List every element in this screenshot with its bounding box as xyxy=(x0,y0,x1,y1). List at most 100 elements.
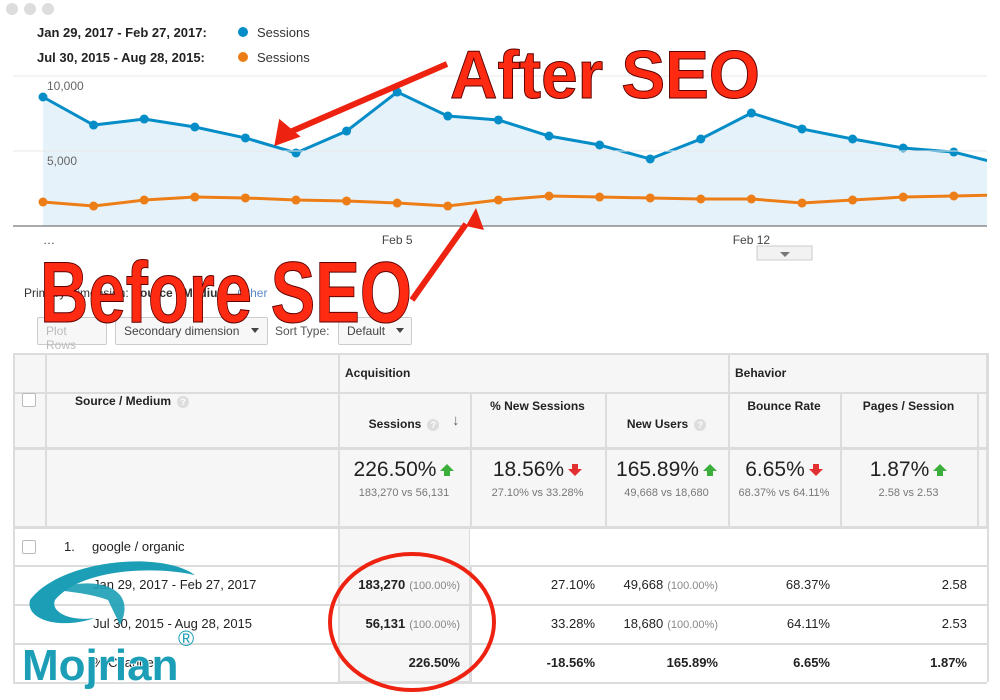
summary-number: 165.89% xyxy=(616,458,699,481)
cell: 183,270 (100.00%) xyxy=(338,577,460,592)
primary-other[interactable]: Other xyxy=(237,286,268,300)
summary-number: 1.87% xyxy=(869,458,930,481)
sort-button[interactable]: Default xyxy=(338,317,412,345)
help-icon[interactable]: ? xyxy=(694,418,707,431)
y-tick-label: 10,000 xyxy=(47,79,84,93)
data-point xyxy=(342,126,352,136)
caret xyxy=(287,292,295,297)
summary-number: 6.65% xyxy=(745,458,805,481)
data-point xyxy=(544,131,554,141)
sort-label: Sort Type: xyxy=(275,324,330,338)
column-border xyxy=(840,392,842,527)
help-icon xyxy=(24,2,36,15)
cell-value: 1.87% xyxy=(930,654,967,670)
column-header: Bounce Rate xyxy=(747,399,821,413)
sort-arrow: ↓ xyxy=(452,412,460,429)
checkbox xyxy=(22,540,36,554)
trend-down xyxy=(568,464,583,476)
data-point xyxy=(949,147,959,157)
cell: 68.37% xyxy=(728,577,830,592)
help-icon xyxy=(6,2,18,15)
summary-bg xyxy=(13,448,987,527)
data-point xyxy=(38,197,48,207)
group-header: Acquisition xyxy=(345,366,411,380)
cell-share: (100.00%) xyxy=(409,618,460,631)
row-label: google / organic xyxy=(92,539,185,554)
data-table: Acquisition Behavior Source / Medium? Sessi… xyxy=(0,0,989,684)
row-border xyxy=(13,527,987,529)
column-border xyxy=(605,392,607,527)
cell: 56,131 (100.00%) xyxy=(338,616,460,631)
subrow-label: % Change xyxy=(93,654,154,670)
trend-up xyxy=(702,464,717,476)
data-point xyxy=(595,140,605,150)
data-point xyxy=(848,195,858,205)
summary-compare: 68.37% vs 64.11% xyxy=(738,487,830,499)
column-border xyxy=(987,353,989,682)
y-tick-label: 5,000 xyxy=(47,154,77,168)
column-header: Source / Medium? xyxy=(75,394,190,408)
cell-value: 18,680 xyxy=(623,615,664,631)
cell: 1.87% xyxy=(840,655,967,670)
cell-value: 6.65% xyxy=(793,654,830,670)
cell-share: (100.00%) xyxy=(409,579,460,592)
secondary-dimension-button[interactable]: Secondary dimension xyxy=(115,317,268,345)
cell-value: 56,131 xyxy=(365,615,406,631)
area xyxy=(43,92,987,226)
summary-value: 226.50% xyxy=(338,458,470,482)
help-icon[interactable]: ? xyxy=(177,395,190,408)
data-point xyxy=(746,108,756,118)
cell-value: 2.53 xyxy=(941,615,967,631)
column-header: New Users? xyxy=(605,417,728,431)
data-point xyxy=(291,195,301,205)
data-point xyxy=(291,148,301,158)
data-point xyxy=(89,120,99,130)
row-border xyxy=(13,392,987,394)
data-point xyxy=(190,122,200,132)
data-point xyxy=(645,193,655,203)
cell: 165.89% xyxy=(605,655,718,670)
summary-compare: 183,270 vs 56,131 xyxy=(358,487,450,499)
data-point xyxy=(493,195,503,205)
cell-value: 49,668 xyxy=(623,576,664,592)
trend-up xyxy=(933,464,948,476)
help-icon[interactable]: ? xyxy=(427,418,440,431)
data-point xyxy=(443,111,453,121)
data-point xyxy=(797,124,807,134)
plot-rows-button[interactable]: Plot Rows xyxy=(37,317,107,352)
primary-label: Primary Dimension: xyxy=(24,286,129,300)
summary-number: 226.50% xyxy=(353,458,437,481)
primary-dimension: Primary Dimension: Source / Medium Other xyxy=(24,286,267,300)
summary-value: 1.87% xyxy=(840,458,977,482)
legend-range: Jan 29, 2017 - Feb 27, 2017: xyxy=(37,25,207,40)
data-point xyxy=(493,115,503,125)
legend-label: Sessions xyxy=(257,25,310,40)
cell: 18,680 (100.00%) xyxy=(605,616,718,631)
data-point xyxy=(38,92,48,102)
checkbox xyxy=(22,393,36,407)
table-header-bg xyxy=(13,353,987,448)
summary-value: 18.56% xyxy=(470,458,605,482)
cell-value: 27.10% xyxy=(550,576,595,592)
cell-value: 183,270 xyxy=(358,576,406,592)
data-point xyxy=(139,114,149,124)
primary-value[interactable]: Source / Medium xyxy=(132,286,229,300)
column-border xyxy=(13,353,15,682)
row-border xyxy=(13,682,987,684)
data-point xyxy=(89,201,99,211)
summary-compare: 27.10% vs 33.28% xyxy=(491,487,584,499)
series-line xyxy=(42,193,987,208)
summary-compare: 2.58 vs 2.53 xyxy=(878,487,939,499)
series-line xyxy=(42,90,987,163)
column-border xyxy=(470,392,472,527)
row-border xyxy=(13,643,987,645)
summary-compare: 49,668 vs 18,680 xyxy=(624,487,709,499)
column-header: Sessions? xyxy=(338,417,470,431)
data-point xyxy=(696,134,706,144)
data-point xyxy=(544,191,554,201)
data-point xyxy=(797,198,807,208)
column-header: Pages / Session xyxy=(862,399,955,413)
data-point xyxy=(949,191,959,201)
cell: 49,668 (100.00%) xyxy=(605,577,718,592)
